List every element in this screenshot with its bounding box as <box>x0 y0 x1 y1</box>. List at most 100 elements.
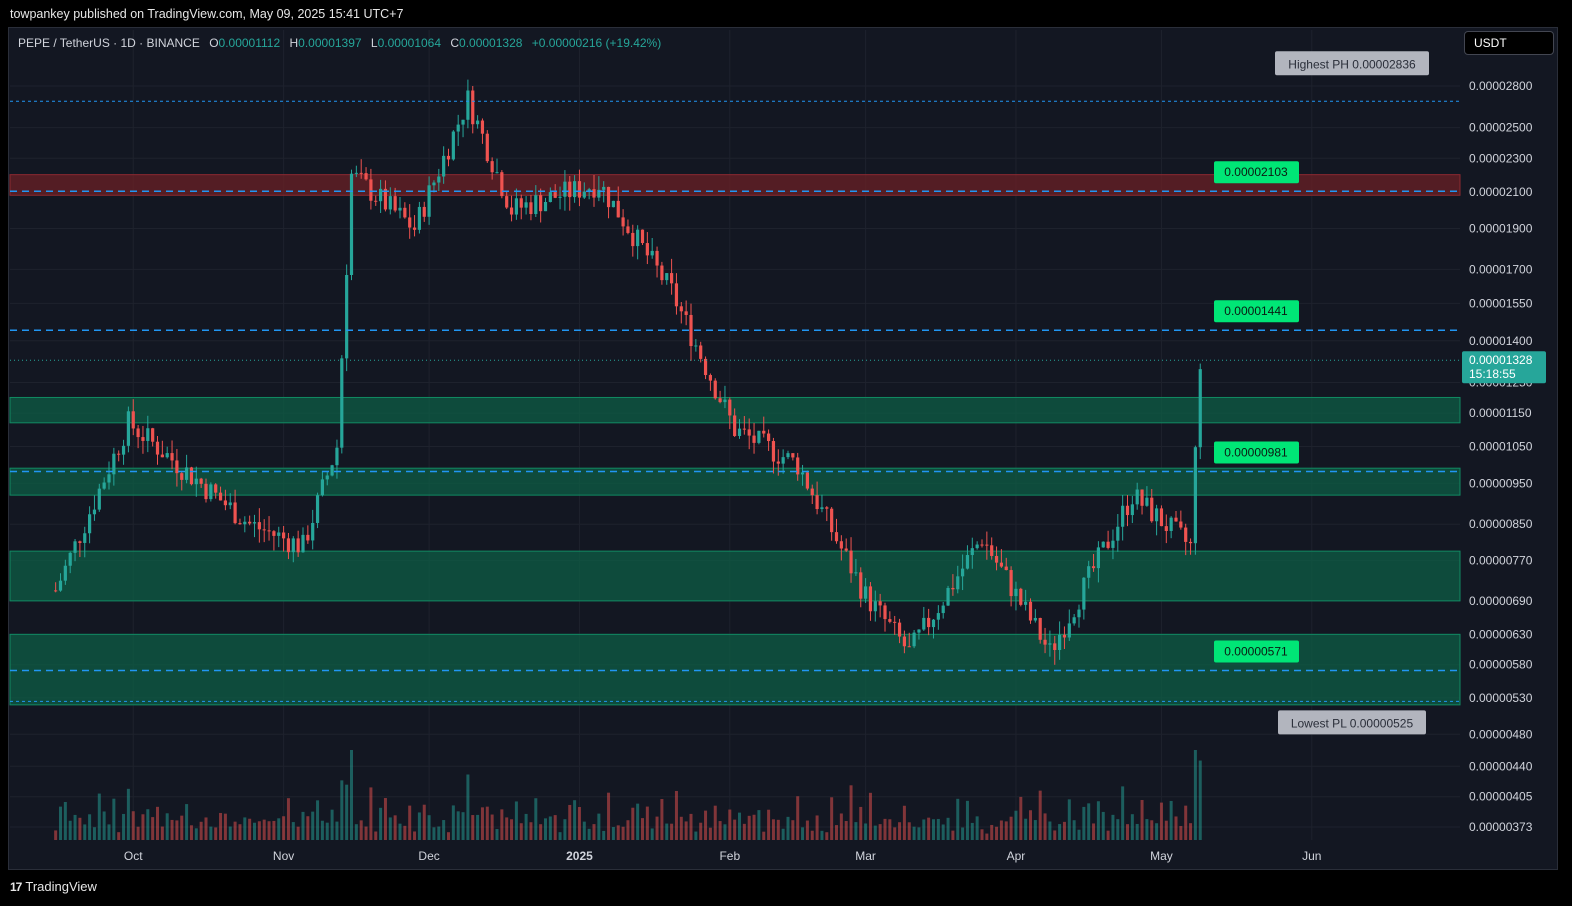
candle-body <box>1067 623 1071 638</box>
candle-body <box>1019 588 1023 605</box>
candle-body <box>936 613 940 620</box>
candle-body <box>495 172 499 174</box>
volume-bar <box>253 822 256 840</box>
candle-body <box>718 398 722 403</box>
y-tick-label: 0.00000770 <box>1469 554 1533 568</box>
candle-body <box>878 601 882 606</box>
candle-body <box>311 522 315 541</box>
candle-body <box>83 533 87 543</box>
candle-body <box>713 380 717 399</box>
candle-body <box>893 621 897 623</box>
candle-body <box>999 562 1003 567</box>
candle-body <box>1155 508 1159 522</box>
y-tick-label: 0.00000580 <box>1469 658 1533 672</box>
volume-bar <box>854 822 858 840</box>
volume-bar <box>495 829 499 840</box>
candle-body <box>665 273 669 281</box>
volume-bar <box>374 831 378 840</box>
y-tick-label: 0.00000440 <box>1469 759 1533 773</box>
currency-selector[interactable]: USDT <box>1464 31 1554 55</box>
volume-bar <box>456 811 460 840</box>
volume-bar <box>422 804 426 840</box>
y-tick-label: 0.00001050 <box>1469 440 1533 454</box>
candle-body <box>602 186 606 190</box>
volume-bar <box>1062 821 1066 840</box>
candle-body <box>553 192 557 198</box>
candle-body <box>859 572 863 599</box>
volume-bar <box>432 827 436 840</box>
volume-bar <box>1096 801 1100 840</box>
volume-bar <box>805 820 809 840</box>
candle-body <box>844 548 848 551</box>
candle-body <box>568 181 572 198</box>
candle-body <box>1164 526 1168 531</box>
volume-bar <box>626 820 630 840</box>
volume-bar <box>1082 806 1086 840</box>
volume-bar <box>742 823 746 840</box>
volume-bar <box>112 798 116 840</box>
candle-body <box>306 534 310 541</box>
y-tick-label: 0.00001700 <box>1469 262 1533 276</box>
symbol-label[interactable]: PEPE / TetherUS · 1D · BINANCE <box>18 36 200 50</box>
zone-support <box>9 467 1461 496</box>
volume-bar <box>990 824 994 840</box>
volume-bar <box>1043 813 1047 840</box>
candle-body <box>1058 634 1062 651</box>
highest-label: Highest PH 0.00002836 <box>1288 57 1416 71</box>
candle-body <box>684 311 688 315</box>
candle-body <box>209 484 213 500</box>
level-label: 0.00000571 <box>1224 644 1288 658</box>
volume-bar <box>684 821 688 840</box>
candle-body <box>102 482 106 489</box>
volume-bar <box>762 831 766 840</box>
candle-body <box>374 200 378 202</box>
candle-body <box>296 538 300 553</box>
volume-bar <box>738 812 741 840</box>
volume-bar <box>485 806 489 840</box>
volume-bar <box>922 819 926 840</box>
volume-bar <box>655 816 659 840</box>
volume-bar <box>291 822 295 840</box>
volume-bar <box>1150 820 1154 840</box>
candle-body <box>121 445 126 455</box>
candle-body <box>1159 508 1164 527</box>
candle-body <box>92 509 97 515</box>
candle-body <box>800 472 805 475</box>
volume-bar <box>820 830 824 840</box>
volume-bar <box>597 813 601 840</box>
volume-bar <box>500 809 504 840</box>
volume-bar <box>781 828 785 840</box>
volume-bar <box>641 818 644 840</box>
candle-body <box>155 441 160 455</box>
candle-body <box>233 502 237 524</box>
candle-body <box>902 636 906 647</box>
candle-body <box>640 229 645 244</box>
candle-body <box>204 483 208 500</box>
candle-body <box>262 529 266 531</box>
candle-body <box>194 478 198 485</box>
volume-bar <box>102 811 106 840</box>
volume-bar <box>985 833 989 840</box>
volume-bar <box>131 811 135 840</box>
candle-body <box>839 541 843 549</box>
volume-bar <box>63 802 67 840</box>
candle-body <box>369 179 373 201</box>
candle-body <box>117 453 121 455</box>
volume-bar <box>767 809 771 840</box>
close-label: C <box>450 36 460 50</box>
volume-bar <box>801 827 805 840</box>
candle-body <box>1014 588 1018 597</box>
publisher-line: towpankey published on TradingView.com, … <box>10 7 404 21</box>
volume-bar <box>1038 790 1042 840</box>
candle-body <box>606 186 611 208</box>
volume-bar <box>78 817 82 840</box>
candle-body <box>611 200 615 208</box>
volume-bar <box>471 815 475 840</box>
candle-body <box>1198 369 1202 448</box>
lowest-label-box <box>1278 710 1426 735</box>
volume-bar <box>893 827 897 840</box>
candle-body <box>330 465 334 476</box>
volume-bar <box>573 800 577 840</box>
candle-body <box>781 457 785 464</box>
